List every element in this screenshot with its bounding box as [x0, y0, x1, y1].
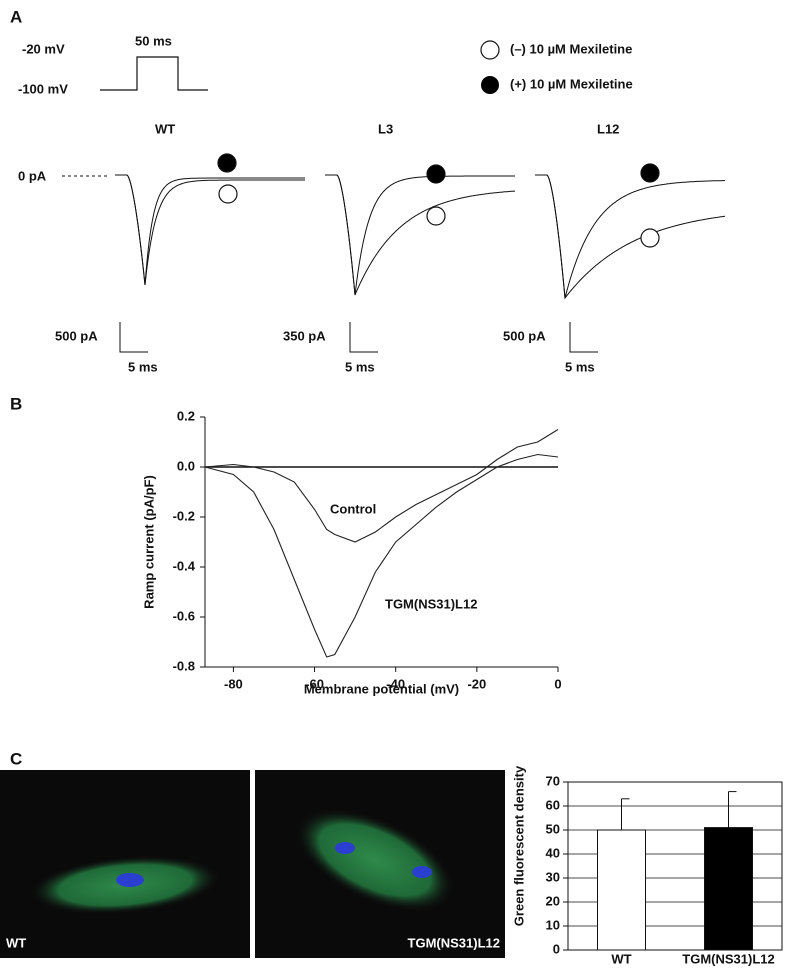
y-tick-label: -0.2 — [173, 508, 195, 523]
trace-marker — [426, 164, 446, 184]
x-tick-label: 0 — [554, 676, 561, 691]
scale-bar — [349, 322, 378, 353]
trace-marker — [640, 163, 660, 183]
scale-current: 500 pA — [503, 328, 546, 343]
y-tick-label: 60 — [546, 797, 560, 812]
y-tick-label: 0 — [553, 941, 560, 956]
trace-marker — [218, 184, 238, 204]
y-tick-label: 40 — [546, 845, 560, 860]
image-label: WT — [6, 935, 26, 950]
series-line — [204, 453, 559, 658]
series-label: Control — [330, 501, 376, 516]
y-tick-label: 20 — [546, 893, 560, 908]
y-tick-label: 0.2 — [177, 408, 195, 423]
scale-bar — [569, 322, 598, 353]
x-tick-label: TGM(NS31)L12 — [682, 951, 774, 966]
current-trace — [325, 174, 515, 296]
series-label: TGM(NS31)L12 — [385, 596, 477, 611]
legend-label: (–) 10 µM Mexiletine — [510, 41, 632, 56]
x-tick-label: WT — [611, 951, 631, 966]
y-tick-label: 50 — [546, 821, 560, 836]
protocol-label: -100 mV — [18, 81, 68, 96]
y-tick-label: 30 — [546, 869, 560, 884]
nucleus — [335, 842, 355, 854]
y-axis-label: Ramp current (pA/pF) — [141, 475, 156, 609]
trace-title: L3 — [378, 121, 393, 136]
y-tick-label: 10 — [546, 917, 560, 932]
scale-time: 5 ms — [565, 359, 595, 374]
y-tick-label: 0.0 — [177, 458, 195, 473]
trace-marker — [426, 206, 446, 226]
trace-marker — [217, 153, 237, 173]
scale-current: 350 pA — [283, 328, 326, 343]
legend-marker — [480, 40, 500, 60]
trace-title: L12 — [597, 121, 619, 136]
nucleus — [116, 873, 144, 887]
scale-time: 5 ms — [128, 359, 158, 374]
trace-title: WT — [155, 121, 175, 136]
x-tick-label: -60 — [305, 676, 324, 691]
x-tick-label: -40 — [386, 676, 405, 691]
current-trace — [535, 174, 725, 299]
current-trace — [535, 174, 726, 300]
y-tick-label: -0.8 — [173, 658, 195, 673]
bar — [597, 829, 646, 951]
panel-label: A — [10, 7, 22, 26]
y-axis-label: Green fluorescent density — [511, 765, 526, 926]
x-axis-label: Membrane potential (mV) — [304, 681, 459, 696]
current-trace — [115, 174, 305, 286]
nucleus — [412, 866, 432, 878]
scale-time: 5 ms — [345, 359, 375, 374]
x-tick-label: -20 — [467, 676, 486, 691]
current-trace — [325, 174, 515, 296]
panel-label: C — [10, 749, 22, 768]
baseline-label: 0 pA — [18, 168, 47, 183]
image-label: TGM(NS31)L12 — [408, 935, 500, 950]
y-tick-label: 70 — [546, 773, 560, 788]
scale-current: 500 pA — [55, 328, 98, 343]
cell — [296, 808, 454, 912]
protocol-label: 50 ms — [135, 33, 172, 48]
y-tick-label: -0.4 — [173, 558, 196, 573]
legend-label: (+) 10 µM Mexiletine — [510, 76, 633, 91]
legend-marker — [481, 76, 499, 94]
bar — [704, 827, 753, 951]
series-line — [204, 429, 559, 543]
trace-marker — [640, 228, 660, 248]
current-trace — [115, 174, 305, 286]
protocol-label: -20 mV — [22, 41, 65, 56]
x-tick-label: -80 — [224, 676, 243, 691]
panel-label: B — [10, 394, 22, 413]
scale-bar — [119, 322, 148, 353]
y-tick-label: -0.6 — [173, 608, 195, 623]
protocol-step — [100, 56, 208, 91]
